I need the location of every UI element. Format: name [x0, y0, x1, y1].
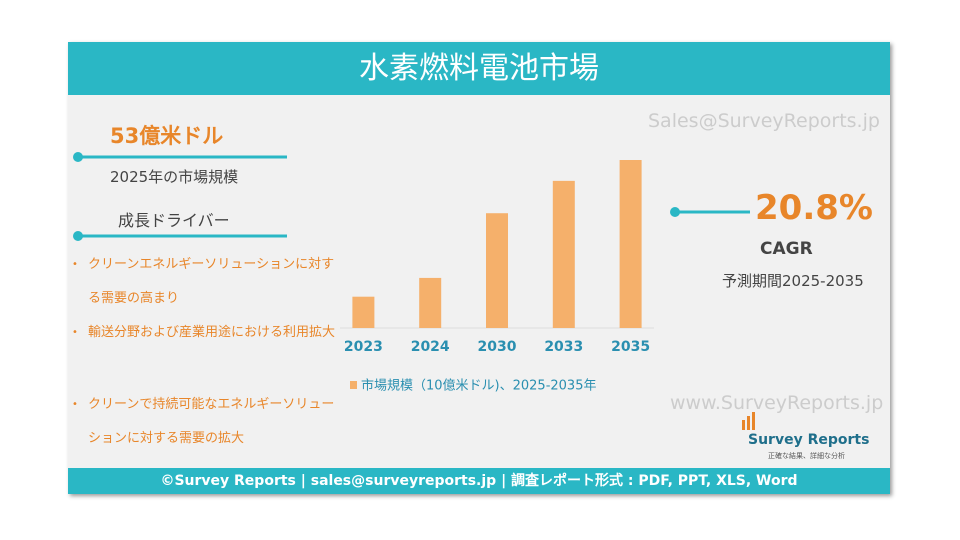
bar [486, 213, 508, 328]
bar [619, 160, 642, 328]
divider-dot [73, 152, 83, 162]
drivers-title: 成長ドライバー [118, 211, 230, 230]
divider-dot [670, 207, 680, 217]
legend-swatch [350, 381, 357, 389]
legend-label: 市場規模（10億米ドル)、2025-2035年 [361, 378, 596, 394]
logo-icon [742, 420, 745, 430]
logo-name: Survey Reports [748, 432, 870, 448]
bar [352, 296, 375, 328]
bar [419, 277, 442, 328]
title: 水素燃料電池市場 [68, 42, 890, 95]
divider-dot [73, 231, 83, 241]
watermark: Sales@SurveyReports.jp [648, 110, 880, 132]
driver-text: 輸送分野および産業用途における利用拡大 [88, 325, 336, 340]
logo-tagline: 正確な結果、詳細な分析 [768, 452, 845, 460]
driver: • クリーンエネルギーソリューションに対する需要の高まり [72, 248, 344, 316]
footer: ©Survey Reports | sales@surveyreports.jp… [68, 468, 890, 494]
watermark: www.SurveyReports.jp [670, 392, 884, 414]
logo-icon [747, 416, 750, 430]
bar [552, 180, 575, 328]
x-tick-label: 2035 [611, 339, 650, 355]
period: 予測期間2025-2035 [722, 272, 864, 290]
x-tick-label: 2024 [411, 339, 450, 355]
driver: • クリーンで持続可能なエネルギーソリューションに対する需要の拡大 [72, 388, 344, 456]
cagr-value: 20.8% [755, 188, 873, 228]
driver-text: クリーンエネルギーソリューションに対する需要の高まり [88, 257, 335, 306]
driver: • 輸送分野および産業用途における利用拡大 [72, 316, 344, 350]
cagr-label: CAGR [760, 239, 813, 259]
logo-icon [752, 412, 755, 430]
market-label: 2025年の市場規模 [110, 168, 239, 186]
market-value: 53億米ドル [110, 124, 224, 148]
x-tick-label: 2030 [478, 339, 517, 355]
x-tick-label: 2023 [344, 339, 383, 355]
x-tick-label: 2033 [544, 339, 583, 355]
driver-text: クリーンで持続可能なエネルギーソリューションに対する需要の拡大 [88, 397, 335, 446]
